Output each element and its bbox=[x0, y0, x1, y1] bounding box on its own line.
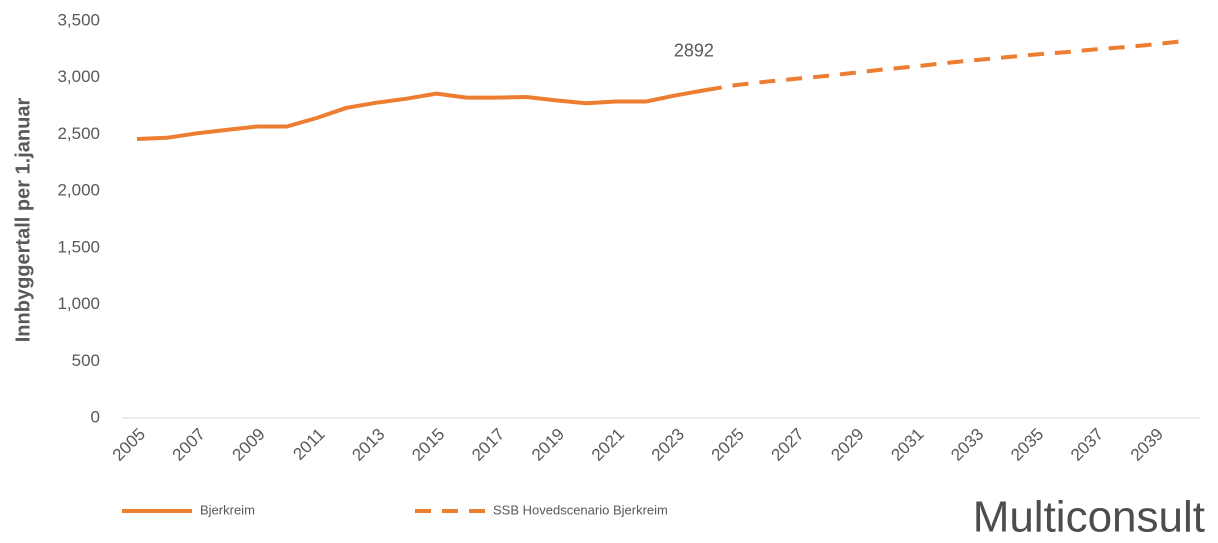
x-tick-label: 2027 bbox=[768, 425, 808, 465]
x-tick-label: 2005 bbox=[109, 425, 149, 465]
x-tick-label: 2015 bbox=[408, 425, 448, 465]
y-tick-label: 1,500 bbox=[57, 237, 100, 256]
x-tick-label: 2023 bbox=[648, 425, 688, 465]
y-tick-label: 3,500 bbox=[57, 10, 100, 29]
y-tick-label: 0 bbox=[91, 407, 100, 426]
y-tick-label: 3,000 bbox=[57, 67, 100, 86]
y-tick-label: 2,500 bbox=[57, 124, 100, 143]
x-tick-label: 2011 bbox=[289, 425, 328, 464]
x-tick-label: 2039 bbox=[1127, 425, 1167, 465]
y-tick-label: 2,000 bbox=[57, 181, 100, 200]
x-tick-label: 2019 bbox=[528, 425, 568, 465]
y-tick-label: 1,000 bbox=[57, 294, 100, 313]
x-tick-label: 2021 bbox=[588, 425, 628, 465]
x-tick-label: 2007 bbox=[169, 425, 209, 465]
y-tick-label: 500 bbox=[72, 351, 100, 370]
legend-label: Bjerkreim bbox=[200, 502, 255, 517]
x-tick-label: 2009 bbox=[229, 425, 269, 465]
legend-label: SSB Hovedscenario Bjerkreim bbox=[493, 502, 668, 517]
x-tick-label: 2025 bbox=[708, 425, 748, 465]
logo: Multiconsult bbox=[973, 493, 1205, 542]
x-tick-label: 2033 bbox=[947, 425, 987, 465]
x-tick-label: 2013 bbox=[348, 425, 388, 465]
data-label: 2892 bbox=[674, 41, 714, 61]
x-tick-label: 2029 bbox=[827, 425, 867, 465]
series-line bbox=[136, 88, 707, 141]
y-axis-title: Innbyggertall per 1.januar bbox=[12, 98, 34, 343]
x-tick-label: 2031 bbox=[887, 425, 927, 465]
series-line bbox=[705, 38, 1186, 92]
x-tick-label: 2037 bbox=[1067, 425, 1107, 465]
x-tick-label: 2035 bbox=[1007, 425, 1047, 465]
x-tick-label: 2017 bbox=[468, 425, 508, 465]
